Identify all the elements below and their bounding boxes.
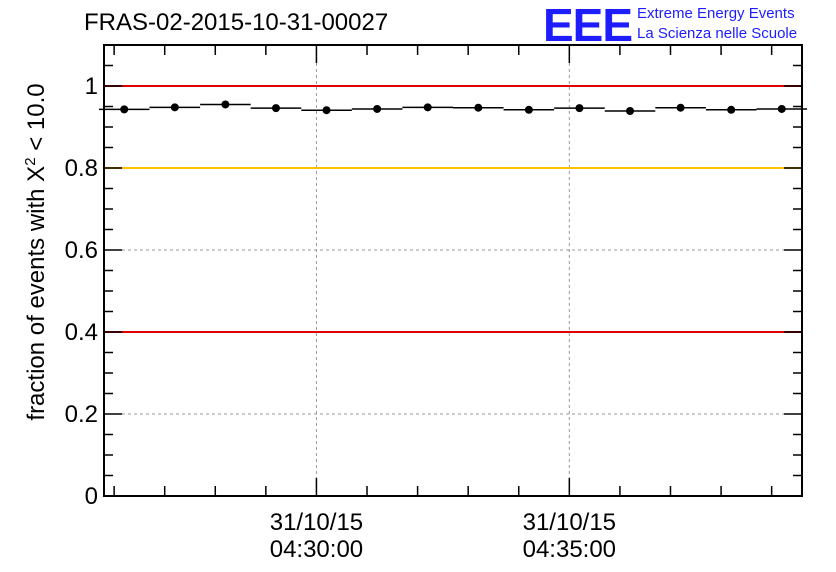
y-axis-label: fraction of events with X2 < 10.0 <box>22 83 51 421</box>
logo-line-2: La Scienza nelle Scuole <box>637 25 798 42</box>
data-point-12 <box>727 105 736 114</box>
data-point-13 <box>777 104 786 113</box>
x-tick-label-time-1: 04:35:00 <box>523 536 616 563</box>
y-tick-label-0: 0 <box>85 483 98 510</box>
data-point-11 <box>676 103 685 112</box>
run-title: FRAS-02-2015-10-31-00027 <box>84 9 389 36</box>
data-point-4 <box>322 106 331 115</box>
data-point-2 <box>221 100 230 109</box>
plot-frame <box>103 44 803 497</box>
data-point-7 <box>474 103 483 112</box>
y-tick-label-3: 0.6 <box>65 237 98 264</box>
eee-logo: EEE <box>543 0 633 51</box>
logo-line-1: Extreme Energy Events <box>637 5 795 22</box>
x-tick-label-date-1: 31/10/15 <box>523 509 616 536</box>
y-tick-label-1: 0.2 <box>65 401 98 428</box>
data-point-1 <box>170 103 179 112</box>
data-point-5 <box>373 104 382 113</box>
y-axis-label-prefix: fraction of events with <box>23 181 50 421</box>
y-axis-label-suffix: < 10.0 <box>23 83 50 158</box>
data-point-0 <box>120 105 129 114</box>
data-point-8 <box>524 105 533 114</box>
x-tick-label-time-0: 04:30:00 <box>270 536 363 563</box>
data-point-6 <box>423 103 432 112</box>
data-point-9 <box>575 104 584 113</box>
x-tick-label-date-0: 31/10/15 <box>270 509 363 536</box>
y-axis-label-power: 2 <box>22 157 39 166</box>
y-axis-label-symbol: X <box>23 165 50 182</box>
y-tick-label-5: 1 <box>85 73 98 100</box>
y-tick-label-4: 0.8 <box>65 155 98 182</box>
data-point-10 <box>626 107 635 116</box>
y-tick-label-2: 0.4 <box>65 319 98 346</box>
data-point-3 <box>271 104 280 113</box>
